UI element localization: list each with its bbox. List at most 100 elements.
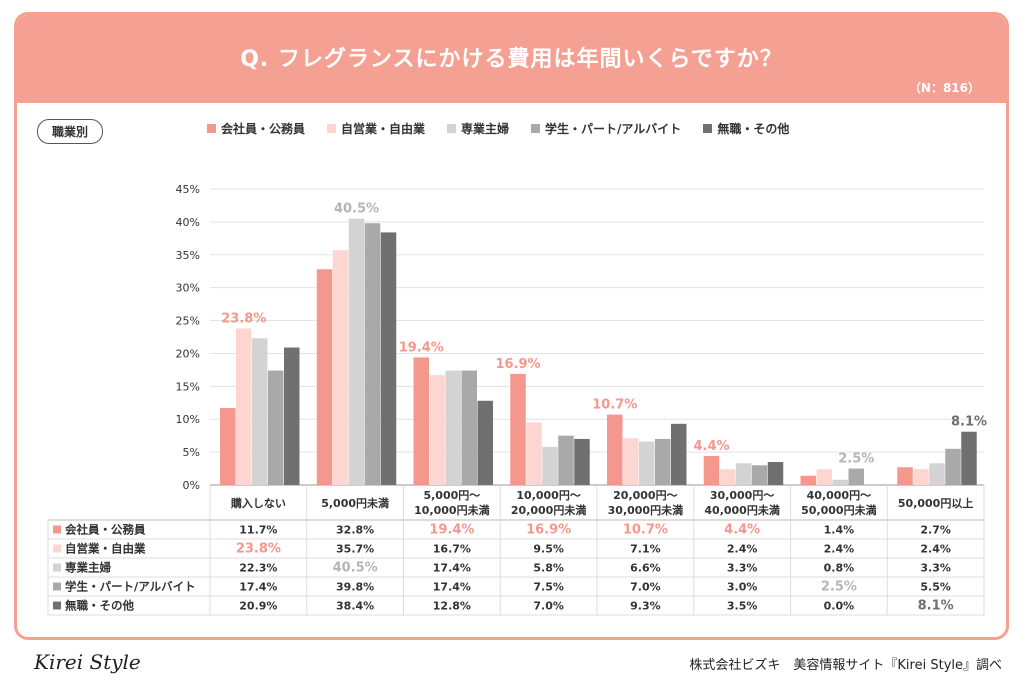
table-cell: 23.8%	[236, 542, 281, 557]
table-cell: 16.7%	[433, 543, 471, 556]
y-tick-label: 25%	[176, 315, 200, 328]
table-cell: 2.4%	[727, 543, 758, 556]
bar	[461, 370, 477, 485]
x-tick-label: 購入しない	[230, 496, 286, 510]
table-row-label: 無職・その他	[65, 599, 134, 613]
y-tick-label: 45%	[176, 183, 200, 196]
table-cell: 17.4%	[433, 581, 471, 594]
table-cell: 9.3%	[630, 600, 661, 613]
table-cell: 12.8%	[433, 600, 471, 613]
x-tick-label: 50,000円未満	[801, 503, 876, 517]
table-cell: 40.5%	[333, 561, 378, 576]
x-tick-label: 5,000円～	[423, 489, 480, 502]
legend-swatch	[207, 124, 216, 133]
x-tick-label: 40,000円未満	[704, 503, 779, 517]
table-cell: 0.0%	[824, 600, 855, 613]
data-label: 2.5%	[838, 452, 874, 467]
bar	[348, 218, 365, 485]
legend-item: 自営業・自由業	[327, 120, 425, 137]
legend-label: 学生・パート/アルバイト	[545, 122, 682, 136]
brand-logo: Kirei Style	[34, 650, 141, 674]
legend-item: 学生・パート/アルバイト	[531, 120, 681, 137]
legend-label: 無職・その他	[717, 122, 790, 136]
table-row-label: 自営業・自由業	[65, 542, 146, 556]
bar	[655, 438, 671, 485]
bar	[767, 461, 784, 485]
table-cell: 10.7%	[623, 523, 668, 538]
table-cell: 3.3%	[727, 562, 758, 575]
bar	[252, 338, 268, 485]
y-tick-label: 35%	[176, 249, 200, 262]
table-row-label: 専業主婦	[65, 561, 111, 575]
legend-label: 自営業・自由業	[341, 122, 426, 136]
bar	[268, 370, 284, 485]
source-credit: 株式会社ビズキ 美容情報サイト『Kirei Style』調べ	[689, 658, 1002, 673]
table-row-swatch	[53, 544, 61, 553]
bar	[751, 465, 768, 485]
bar	[220, 408, 236, 485]
table-cell: 3.3%	[920, 562, 951, 575]
table-cell: 22.3%	[239, 562, 277, 575]
table-cell: 2.4%	[920, 543, 951, 556]
bar	[236, 328, 252, 485]
table-row-swatch	[53, 582, 61, 591]
y-tick-label: 5%	[183, 446, 200, 459]
y-tick-label: 30%	[176, 282, 200, 295]
table-cell: 17.4%	[433, 562, 471, 575]
table-cell: 2.5%	[821, 580, 857, 595]
bar	[945, 448, 961, 485]
bar	[929, 463, 945, 485]
table-cell: 16.9%	[526, 523, 571, 538]
bar	[848, 468, 864, 485]
table-cell: 7.5%	[533, 581, 564, 594]
bar	[510, 373, 526, 485]
chart-legend: 会社員・公務員 自営業・自由業 専業主婦 学生・パート/アルバイト 無職・その他	[207, 120, 789, 137]
legend-swatch	[531, 124, 541, 133]
table-cell: 1.4%	[824, 524, 855, 537]
legend-swatch	[447, 124, 457, 133]
data-label: 10.7%	[592, 398, 637, 413]
bar	[445, 370, 461, 485]
x-tick-label: 20,000円未満	[511, 503, 586, 517]
table-cell: 2.4%	[824, 543, 855, 556]
bar	[735, 463, 752, 485]
table-cell: 20.9%	[239, 600, 277, 613]
bar	[719, 469, 736, 485]
table-cell: 7.0%	[630, 581, 661, 594]
bar	[897, 467, 913, 485]
bar	[429, 375, 445, 485]
y-tick-label: 20%	[176, 347, 200, 360]
x-tick-label: 10,000円～	[516, 489, 580, 502]
bar	[574, 438, 590, 485]
data-label: 16.9%	[495, 357, 540, 372]
legend-item: 専業主婦	[447, 120, 509, 137]
bar	[671, 423, 687, 485]
data-label: 23.8%	[221, 311, 266, 326]
table-row-swatch	[53, 563, 61, 572]
bar	[623, 438, 639, 485]
x-tick-label: 5,000円未満	[321, 496, 389, 510]
table-cell: 2.7%	[920, 524, 951, 537]
table-cell: 3.0%	[727, 581, 758, 594]
title-banner: Q. フレグランスにかける費用は年間いくらですか？ （N：816）	[17, 15, 1006, 103]
bar	[526, 422, 542, 485]
bar	[380, 232, 397, 485]
table-cell: 39.8%	[336, 581, 374, 594]
bar	[284, 347, 300, 485]
table-cell: 5.5%	[920, 581, 951, 594]
table-cell: 7.0%	[533, 600, 564, 613]
x-tick-label: 10,000円未満	[414, 503, 489, 517]
legend-swatch	[327, 124, 337, 133]
bar	[477, 400, 493, 485]
legend-item: 無職・その他	[703, 120, 789, 137]
y-tick-label: 10%	[176, 413, 200, 426]
table-cell: 3.5%	[727, 600, 758, 613]
bar	[316, 269, 333, 485]
data-label: 8.1%	[951, 415, 987, 430]
table-cell: 0.8%	[824, 562, 855, 575]
legend-swatch	[703, 124, 713, 133]
legend-label: 専業主婦	[461, 122, 510, 136]
legend-label: 会社員・公務員	[221, 122, 306, 136]
bar	[639, 441, 655, 485]
bar	[607, 414, 623, 485]
